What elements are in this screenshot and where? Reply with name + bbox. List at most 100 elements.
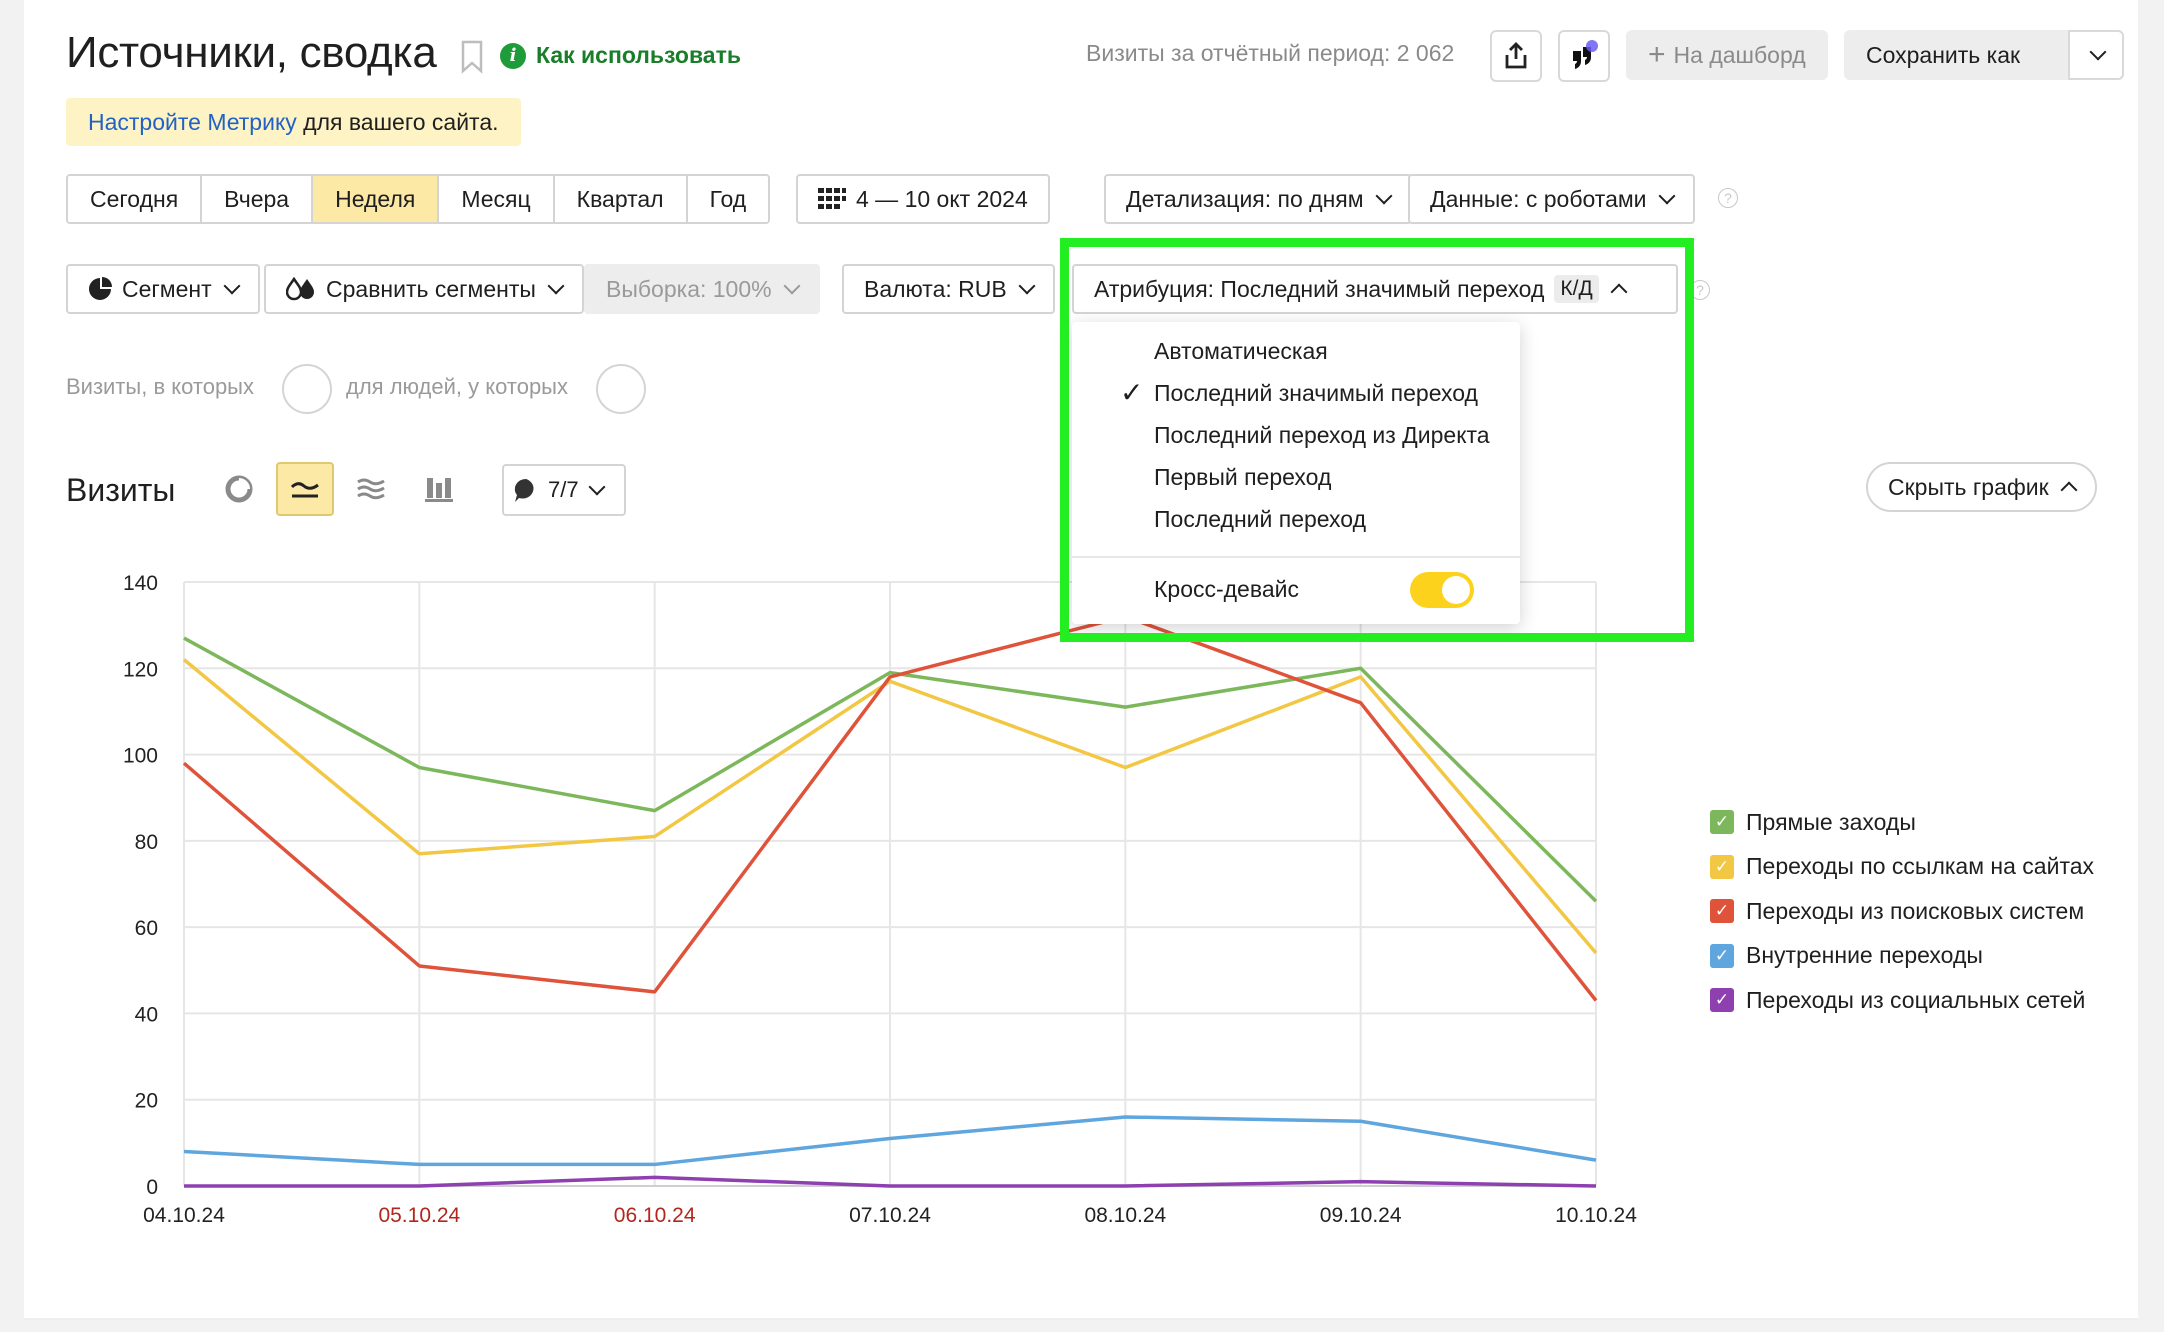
x-tick-label: 08.10.24 [1084, 1204, 1166, 1227]
legend-label: Переходы из поисковых систем [1746, 897, 2085, 924]
visits-condition-add[interactable] [282, 364, 332, 414]
attribution-dropdown[interactable]: Атрибуция: Последний значимый переход К/… [1072, 264, 1678, 314]
period-quarter[interactable]: Квартал [554, 176, 688, 222]
series-line [182, 614, 1598, 1002]
checkbox-icon[interactable]: ✓ [1710, 899, 1734, 924]
period-year[interactable]: Год [687, 176, 769, 222]
people-condition-add[interactable] [596, 364, 646, 414]
segment-dropdown[interactable]: Сегмент [66, 264, 260, 314]
period-week[interactable]: Неделя [313, 176, 440, 222]
ai-assistant-button[interactable] [1558, 30, 1610, 82]
checkbox-icon[interactable]: ✓ [1710, 988, 1734, 1013]
checkbox-icon[interactable]: ✓ [1710, 943, 1734, 968]
visits-line-chart: 0 20 40 60 80 100 120 140 04.10.24 05.10.24 06.10.… [123, 572, 1637, 1227]
legend-item-links[interactable]: ✓ Переходы по ссылкам на сайтах [1710, 845, 2094, 890]
y-tick-label: 40 [135, 1003, 158, 1026]
currency-dropdown[interactable]: Валюта: RUB [842, 264, 1055, 314]
filter-visits-text: Визиты, в которых [66, 374, 254, 399]
attribution-option-last-direct[interactable]: Последний переход из Директа [1154, 422, 1490, 448]
save-as-dropdown[interactable] [2068, 30, 2124, 80]
y-tick-label: 80 [135, 831, 158, 854]
line-chart-view-button[interactable] [276, 462, 334, 516]
cross-device-label: Кросс-девайс [1154, 576, 1299, 602]
currency-label: Валюта: RUB [864, 275, 1007, 302]
hide-chart-label: Скрыть график [1888, 473, 2049, 500]
checkbox-icon[interactable]: ✓ [1710, 854, 1734, 879]
cross-device-badge: К/Д [1554, 275, 1599, 303]
bar-chart-icon [425, 478, 453, 502]
legend-item-social[interactable]: ✓ Переходы из социальных сетей [1710, 978, 2094, 1023]
pie-chart-view-button[interactable] [210, 462, 268, 516]
save-as-button[interactable]: Сохранить как [1844, 30, 2124, 80]
comments-dropdown[interactable]: 7/7 [502, 464, 626, 516]
calendar-icon [818, 188, 846, 209]
chevron-down-icon [223, 277, 241, 295]
add-to-dashboard-label: На дашборд [1673, 41, 1806, 68]
add-to-dashboard-button[interactable]: + На дашборд [1626, 30, 1828, 80]
period-today[interactable]: Сегодня [68, 176, 203, 222]
legend-item-search[interactable]: ✓ Переходы из поисковых систем [1710, 889, 2094, 934]
sample-label: Выборка: 100% [606, 275, 772, 302]
cross-device-toggle[interactable] [1410, 572, 1474, 608]
chevron-down-icon [1658, 187, 1676, 205]
comments-count: 7/7 [548, 477, 579, 502]
chevron-down-icon [1375, 187, 1393, 205]
how-to-use-label: Как использовать [536, 42, 742, 68]
chart-title: Визиты [66, 472, 176, 508]
share-button[interactable] [1490, 30, 1542, 82]
chevron-up-icon [2060, 481, 2078, 499]
divider [24, 1318, 2138, 1320]
detail-dropdown[interactable]: Детализация: по дням [1104, 174, 1412, 224]
data-dropdown[interactable]: Данные: с роботами [1408, 174, 1695, 224]
sample-dropdown[interactable]: Выборка: 100% [584, 264, 820, 314]
date-range-button[interactable]: 4 — 10 окт 2024 [796, 174, 1050, 224]
share-icon [1505, 42, 1527, 69]
segment-label: Сегмент [122, 275, 212, 302]
area-chart-view-button[interactable] [342, 462, 400, 516]
help-icon[interactable]: ? [1718, 188, 1738, 208]
x-tick-label: 05.10.24 [378, 1204, 460, 1227]
visits-total: Визиты за отчётный период: 2 062 [1086, 40, 1455, 66]
info-icon: i [500, 42, 526, 69]
chevron-down-icon [2089, 43, 2107, 61]
period-selector: Сегодня Вчера Неделя Месяц Квартал Год [66, 174, 771, 224]
attribution-option-last-significant[interactable]: Последний значимый переход [1154, 380, 1478, 406]
legend-item-internal[interactable]: ✓ Внутренние переходы [1710, 934, 2094, 979]
setup-notice: Настройте Метрику для вашего сайта. [66, 98, 521, 146]
x-tick-label: 07.10.24 [849, 1204, 931, 1227]
highlight-frame [1060, 238, 1694, 642]
detail-label: Детализация: по дням [1126, 185, 1364, 212]
attribution-option-first[interactable]: Первый переход [1154, 464, 1332, 490]
bar-chart-view-button[interactable] [410, 462, 468, 516]
y-tick-label: 100 [123, 745, 158, 768]
legend-label: Прямые заходы [1746, 808, 1916, 835]
y-tick-label: 0 [146, 1176, 158, 1199]
bookmark-icon[interactable] [460, 40, 484, 74]
legend-label: Внутренние переходы [1746, 942, 1983, 969]
attribution-option-last[interactable]: Последний переход [1154, 506, 1367, 532]
how-to-use-link[interactable]: i Как использовать [500, 42, 741, 69]
compare-segments-dropdown[interactable]: Сравнить сегменты [264, 264, 584, 314]
menu-divider [1072, 556, 1520, 558]
plus-icon: + [1648, 38, 1666, 71]
page-title: Источники, сводка [66, 28, 437, 77]
area-chart-icon [357, 478, 385, 500]
period-month[interactable]: Месяц [439, 176, 555, 222]
legend-item-direct[interactable]: ✓ Прямые заходы [1710, 800, 2094, 845]
y-tick-label: 60 [135, 917, 158, 940]
line-chart-icon [290, 482, 319, 498]
legend-label: Переходы по ссылкам на сайтах [1746, 853, 2095, 880]
hide-chart-button[interactable]: Скрыть график [1866, 462, 2097, 512]
save-as-label[interactable]: Сохранить как [1866, 41, 2021, 68]
x-tick-label: 09.10.24 [1320, 1204, 1402, 1227]
series-line [183, 636, 1598, 903]
checkbox-icon[interactable]: ✓ [1710, 810, 1734, 835]
assistant-icon [1573, 40, 1598, 69]
chart-legend: ✓ Прямые заходы ✓ Переходы по ссылкам на с… [1710, 800, 2094, 1023]
y-tick-label: 20 [135, 1090, 158, 1113]
comment-icon [514, 478, 534, 502]
date-range-label: 4 — 10 окт 2024 [856, 185, 1028, 212]
setup-metrika-link[interactable]: Настройте Метрику [88, 108, 297, 135]
period-yesterday[interactable]: Вчера [202, 176, 314, 222]
attribution-option-auto[interactable]: Автоматическая [1154, 338, 1328, 364]
